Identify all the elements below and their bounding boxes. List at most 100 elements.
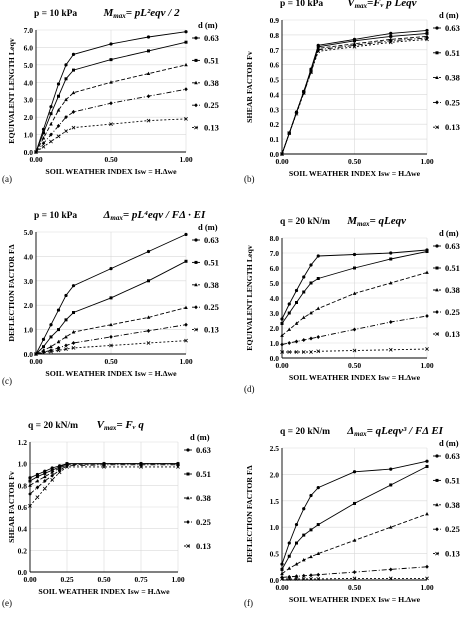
data-point <box>57 470 62 475</box>
y-tick-label: 4.0 <box>24 252 34 261</box>
data-point <box>389 467 393 471</box>
data-point <box>49 139 53 144</box>
data-point <box>295 301 298 304</box>
y-tick-label: 0.0 <box>270 354 280 363</box>
series-0.13 <box>280 37 429 156</box>
data-point <box>301 573 306 578</box>
data-point <box>184 305 188 310</box>
data-point <box>146 35 151 39</box>
data-point <box>43 471 47 475</box>
data-point <box>435 244 439 248</box>
x-tick-label: 0.25 <box>60 575 73 584</box>
data-point <box>41 350 46 355</box>
legend-label: 0.63 <box>445 451 460 461</box>
data-point <box>435 75 439 79</box>
data-point <box>139 465 143 469</box>
panel-letter: (e) <box>2 598 12 608</box>
legend-label: 0.51 <box>204 55 219 65</box>
y-tick-label: 7.0 <box>270 249 280 258</box>
legend-label: 0.13 <box>445 549 460 559</box>
data-point <box>425 564 429 569</box>
data-point <box>425 347 429 351</box>
data-point <box>425 512 429 516</box>
data-point <box>194 58 198 62</box>
panel-letter: (d) <box>244 384 255 394</box>
data-point <box>28 476 32 480</box>
data-point <box>301 350 306 354</box>
data-point <box>109 80 113 84</box>
data-point <box>42 486 47 491</box>
data-point <box>316 349 321 354</box>
data-point <box>194 282 198 287</box>
data-point <box>194 103 198 108</box>
data-point <box>146 249 151 254</box>
data-point <box>56 308 61 312</box>
data-point <box>302 507 306 511</box>
data-point <box>352 252 357 257</box>
data-point <box>352 570 357 575</box>
series-0.38 <box>280 270 429 337</box>
data-point <box>28 492 32 496</box>
series-0.13 <box>280 347 429 354</box>
x-axis-label: SOIL WEATHER INDEX Isw = H.Δwe <box>289 595 421 604</box>
y-axis-label: EQUIVALENT LENGTH Leqv <box>245 245 254 351</box>
data-point <box>49 348 53 353</box>
data-point <box>425 28 429 33</box>
legend-label: 0.63 <box>445 241 460 251</box>
y-tick-label: 0.5 <box>270 550 280 559</box>
data-point <box>302 290 306 294</box>
panel-letter: (a) <box>2 174 12 184</box>
legend-label: 0.25 <box>445 524 460 534</box>
data-point <box>49 132 53 137</box>
data-point <box>294 574 299 579</box>
x-axis-label: SOIL WEATHER INDEX Isw = H.Δwe <box>45 369 177 378</box>
data-point <box>425 576 429 581</box>
series-line <box>281 38 428 155</box>
data-point <box>186 544 190 548</box>
y-tick-label: 0.0 <box>24 148 34 157</box>
data-point <box>147 49 150 53</box>
data-point <box>64 293 68 298</box>
data-point <box>389 34 393 38</box>
data-point <box>309 493 313 498</box>
data-point <box>389 483 393 487</box>
series-0.63 <box>280 248 429 321</box>
data-point <box>56 345 61 350</box>
series-0.25 <box>280 314 429 347</box>
data-point <box>186 472 190 476</box>
y-tick-label: 5.0 <box>270 279 280 288</box>
x-tick-label: 0.00 <box>23 575 36 584</box>
data-point <box>294 350 299 354</box>
y-tick-label: 0.0 <box>18 568 28 577</box>
data-point <box>425 464 429 468</box>
data-point <box>34 352 38 356</box>
data-point <box>43 474 47 479</box>
data-point <box>109 42 113 46</box>
data-point <box>146 94 151 99</box>
data-point <box>184 232 188 237</box>
y-tick-label: 8.0 <box>270 234 280 243</box>
y-tick-label: 1.2 <box>18 438 28 447</box>
data-point <box>109 122 113 126</box>
data-point <box>49 335 53 339</box>
y-tick-label: 3.0 <box>24 277 34 286</box>
y-axis-label: DEFLECTION FACTOR FΔ <box>7 244 16 341</box>
data-point <box>352 470 357 474</box>
data-point <box>35 475 39 479</box>
data-point <box>102 465 106 469</box>
data-point <box>295 541 298 545</box>
series-0.51 <box>34 259 188 356</box>
data-point <box>50 470 54 474</box>
data-point <box>194 260 198 264</box>
legend-label: 0.63 <box>445 23 460 33</box>
data-point <box>64 63 68 67</box>
legend-label: 0.38 <box>445 500 460 510</box>
data-point <box>35 485 40 490</box>
y-tick-label: 5.0 <box>24 61 34 70</box>
data-point <box>146 341 151 345</box>
data-point <box>64 347 68 352</box>
data-point <box>146 118 151 123</box>
data-point <box>425 37 429 42</box>
data-point <box>280 350 284 354</box>
